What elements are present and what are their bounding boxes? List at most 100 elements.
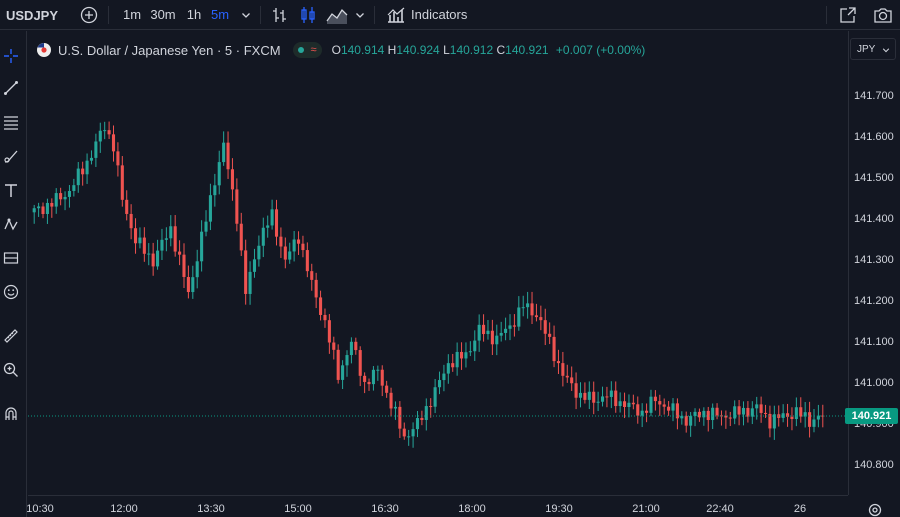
- candle: [186, 276, 190, 293]
- interval-1m[interactable]: 1m: [120, 0, 144, 30]
- ruler-tool[interactable]: [0, 325, 22, 347]
- trendline-tool[interactable]: [0, 77, 22, 99]
- bar-style-button[interactable]: [268, 0, 292, 30]
- add-symbol-button[interactable]: [78, 0, 100, 30]
- candle: [204, 221, 208, 232]
- emoji-tool[interactable]: [0, 281, 22, 303]
- currency-select[interactable]: JPY: [850, 38, 896, 60]
- candle: [200, 231, 204, 262]
- brush-tool[interactable]: [0, 145, 22, 167]
- candle: [446, 363, 450, 374]
- interval-1h[interactable]: 1h: [184, 0, 204, 30]
- candle: [464, 352, 468, 359]
- candle: [662, 404, 666, 407]
- low-label: L: [443, 43, 450, 57]
- candle: [539, 317, 543, 321]
- area-style-button[interactable]: [324, 0, 350, 30]
- candle: [728, 417, 732, 419]
- add-symbol-icon: [80, 6, 98, 23]
- chevron-down-icon: [242, 12, 250, 18]
- symbol-label: USDJPY: [6, 7, 59, 23]
- candle: [565, 375, 569, 378]
- candle: [543, 320, 547, 334]
- candle: [548, 333, 552, 337]
- candle-style-button[interactable]: [296, 0, 320, 30]
- smile-icon: [3, 284, 19, 300]
- candle: [217, 162, 221, 186]
- candle: [781, 413, 785, 418]
- time-tick-label: 22:40: [706, 503, 734, 515]
- time-axis[interactable]: [28, 495, 848, 517]
- forecast-tool[interactable]: [0, 247, 22, 269]
- interval-5m[interactable]: 5m: [209, 0, 231, 30]
- divider: [826, 6, 827, 24]
- magnet-tool[interactable]: [0, 403, 22, 425]
- price-tick-label: 141.000: [854, 376, 894, 389]
- candle: [411, 429, 415, 437]
- snapshot-button[interactable]: [871, 0, 895, 30]
- candle: [671, 403, 675, 411]
- time-tick-label: 15:00: [284, 503, 312, 515]
- candle: [433, 387, 437, 407]
- price-tick-label: 141.700: [854, 89, 894, 102]
- legend-title[interactable]: U.S. Dollar / Japanese Yen · 5 · FXCM: [58, 42, 281, 58]
- indicators-button[interactable]: Indicators: [386, 0, 476, 30]
- candle: [609, 390, 613, 397]
- candle: [763, 412, 768, 414]
- candle: [508, 325, 512, 329]
- time-tick-label: 18:00: [458, 503, 486, 515]
- text-tool[interactable]: [0, 179, 22, 201]
- candle: [244, 250, 248, 294]
- market-open-icon: [297, 47, 304, 53]
- candle: [437, 380, 442, 388]
- candle: [499, 332, 503, 336]
- candle: [319, 297, 323, 315]
- zoom-tool[interactable]: [0, 359, 22, 381]
- settings-button[interactable]: [864, 499, 886, 517]
- candle: [261, 227, 265, 246]
- candle: [600, 396, 605, 402]
- interval-dropdown[interactable]: [238, 0, 254, 30]
- pattern-tool[interactable]: [0, 213, 22, 235]
- candle: [724, 415, 728, 418]
- chevron-down-icon: [882, 48, 890, 53]
- time-tick-label: 21:00: [632, 503, 660, 515]
- candle: [195, 261, 199, 278]
- market-status-badge[interactable]: ≈: [292, 42, 322, 58]
- candle: [614, 390, 618, 407]
- interval-label: 1h: [186, 7, 202, 22]
- candle: [477, 324, 481, 341]
- candle: [702, 410, 706, 418]
- candle: [182, 254, 186, 277]
- pattern-icon: [4, 218, 18, 231]
- price-chart[interactable]: [28, 31, 848, 495]
- candle: [45, 202, 49, 215]
- candle: [226, 142, 230, 170]
- price-axis[interactable]: 141.700 141.600 141.500 141.400 141.300 141.2…: [848, 31, 900, 495]
- candle: [552, 336, 556, 362]
- candle: [517, 307, 521, 327]
- candle: [526, 303, 530, 308]
- candle: [645, 410, 649, 413]
- candle: [816, 415, 820, 420]
- candle: [283, 246, 287, 260]
- interval-30m[interactable]: 30m: [148, 0, 178, 30]
- candle: [398, 406, 402, 429]
- candle: [151, 253, 155, 267]
- candle: [222, 142, 226, 163]
- symbol-search-button[interactable]: USDJPY: [0, 0, 58, 30]
- candle: [429, 406, 433, 408]
- fib-tool[interactable]: [0, 111, 22, 133]
- fullscreen-icon: [840, 6, 856, 23]
- candle: [808, 412, 812, 427]
- crosshair-tool[interactable]: [0, 45, 22, 67]
- candle: [653, 396, 657, 402]
- price-tick-label: 141.500: [854, 171, 894, 184]
- chart-style-dropdown[interactable]: [352, 0, 368, 30]
- candle: [270, 209, 274, 226]
- candle: [54, 193, 58, 207]
- fullscreen-button[interactable]: [837, 0, 859, 30]
- candle: [803, 412, 807, 417]
- price-tick-label: 141.600: [854, 130, 894, 143]
- candle: [794, 407, 798, 420]
